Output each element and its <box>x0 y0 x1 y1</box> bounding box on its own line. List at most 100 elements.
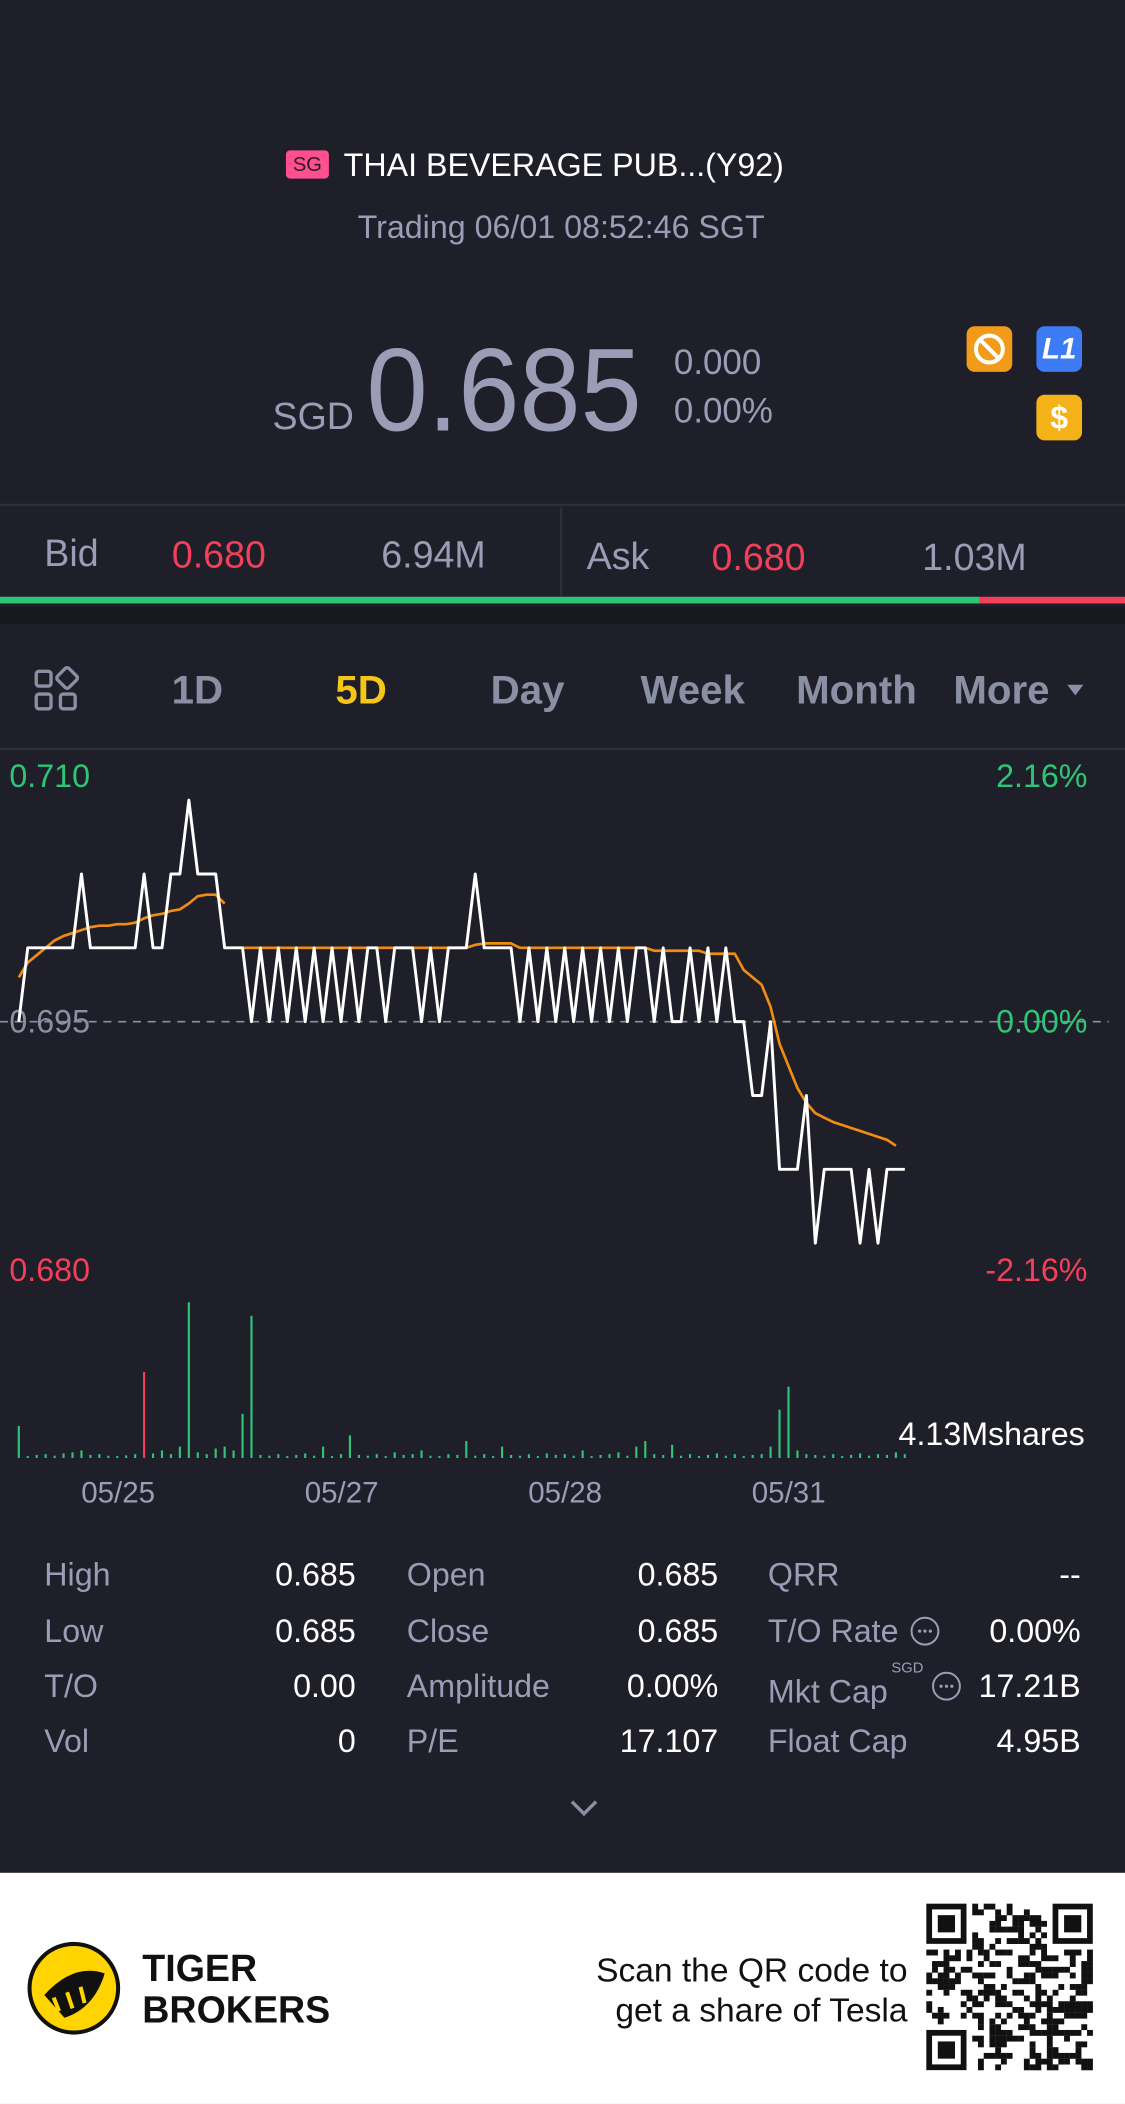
info-icon[interactable] <box>932 1671 961 1701</box>
qr-module <box>1035 1920 1042 1927</box>
volume-bar <box>474 1455 477 1458</box>
qr-module <box>949 1966 956 1973</box>
qr-module <box>1041 1955 1047 1962</box>
qr-module <box>983 1984 990 1990</box>
qr-module <box>977 1938 984 1944</box>
volume-bar <box>509 1454 513 1458</box>
volume-bar <box>447 1454 450 1458</box>
stat-label: T/O <box>44 1668 98 1704</box>
volume-bar <box>151 1453 155 1458</box>
qr-module <box>1041 1932 1047 1939</box>
qr-module <box>1000 1949 1007 1956</box>
ask-price: 0.680 <box>712 536 806 578</box>
qr-module <box>977 1949 984 1956</box>
qr-module <box>1041 1972 1047 1979</box>
trading-status: Trading 06/01 08:52:46 SGT <box>358 209 765 245</box>
qr-module <box>1046 2001 1053 2008</box>
qr-module <box>995 2012 1002 2019</box>
stat-label: Float Cap <box>768 1723 908 1759</box>
volume-bar <box>876 1454 880 1458</box>
volume-bar <box>599 1454 602 1458</box>
volume-bar <box>375 1454 378 1458</box>
volume-bar <box>769 1446 772 1458</box>
qr-module <box>926 1978 933 1985</box>
volume-bar <box>71 1452 74 1458</box>
icon-level[interactable] <box>1036 326 1083 372</box>
volume-bar <box>456 1454 459 1458</box>
volume-bar <box>662 1454 665 1458</box>
qr-module <box>1029 2029 1036 2036</box>
volume-bar <box>232 1450 235 1458</box>
qr-module <box>1035 2052 1042 2059</box>
qr-module <box>1000 1995 1007 2002</box>
qr-module <box>1000 1926 1007 1933</box>
qr-module <box>1023 1961 1030 1967</box>
qr-module <box>1081 2001 1088 2008</box>
info-dot <box>944 1684 949 1688</box>
qr-module <box>937 1978 944 1985</box>
stat-value: 0.00% <box>627 1668 718 1704</box>
qr-module <box>1041 1943 1047 1950</box>
icon-currency[interactable] <box>1036 394 1083 441</box>
volume-bar <box>214 1448 217 1458</box>
market-code: SG <box>293 154 322 176</box>
tab[interactable]: Day <box>491 668 565 713</box>
volume-bar <box>384 1456 387 1458</box>
x-tick-label: 05/31 <box>752 1476 826 1509</box>
qr-module <box>1023 1909 1030 1916</box>
layout-icon[interactable] <box>34 666 80 711</box>
qr-module <box>1029 2047 1036 2054</box>
qr-module <box>1041 1949 1047 1956</box>
qr-module <box>989 2024 996 2031</box>
info-dot <box>928 1629 932 1633</box>
stock-title: THAI BEVERAGE PUB...(Y92) <box>344 147 784 183</box>
expand-chevron[interactable] <box>570 1800 598 1817</box>
qr-module <box>966 1995 973 2002</box>
volume-bar <box>330 1456 334 1458</box>
tab[interactable]: Month <box>796 668 917 713</box>
volume-bar <box>885 1454 889 1458</box>
qr-module <box>1000 1915 1007 1922</box>
stat-value: 0.685 <box>638 1613 719 1649</box>
qr-module <box>977 2041 984 2048</box>
qr-module <box>926 2001 933 2008</box>
cta-line: Scan the QR code to <box>596 1952 907 1989</box>
bid-price: 0.680 <box>172 533 266 575</box>
qr-module <box>1023 1978 1030 1985</box>
tab[interactable]: 1D <box>172 668 223 713</box>
qr-module <box>966 1955 973 1962</box>
qr-module <box>1075 1949 1082 1956</box>
qr-module <box>1069 2001 1076 2008</box>
qr-module <box>989 1926 996 1933</box>
qr-module <box>983 1989 990 1996</box>
last-price: 0.685 <box>366 325 641 457</box>
qr-module <box>1046 2029 1053 2036</box>
tab[interactable]: 5D <box>335 668 386 713</box>
qr-module <box>989 1903 996 1910</box>
qr-module <box>966 1966 973 1973</box>
tab[interactable]: Week <box>640 668 745 713</box>
qr-module <box>1006 1949 1013 1956</box>
icon-glyph <box>973 333 1005 365</box>
volume-bar <box>894 1452 897 1458</box>
info-icon[interactable] <box>910 1616 940 1646</box>
volume-bar <box>536 1456 539 1458</box>
ask-ratio <box>979 596 1125 604</box>
qr-module <box>1075 2047 1082 2054</box>
qr-module <box>1023 2018 1030 2025</box>
qr-module <box>1035 2001 1042 2008</box>
qr-module <box>1018 1938 1025 1944</box>
x-tick-label: 05/28 <box>528 1476 602 1509</box>
qr-module <box>1069 1955 1076 1962</box>
tab[interactable]: More <box>953 668 1049 713</box>
qr-module <box>1035 1984 1042 1990</box>
qr-module <box>943 1966 950 1973</box>
qr-module <box>1052 2052 1059 2059</box>
qr-module <box>1018 2006 1025 2013</box>
qr-module <box>972 1909 979 1916</box>
qr-module <box>972 1938 979 1944</box>
stat-value: 0.685 <box>638 1557 719 1593</box>
qr-module <box>1087 2029 1093 2036</box>
volume-bar <box>250 1315 253 1458</box>
volume-bar <box>832 1454 835 1458</box>
